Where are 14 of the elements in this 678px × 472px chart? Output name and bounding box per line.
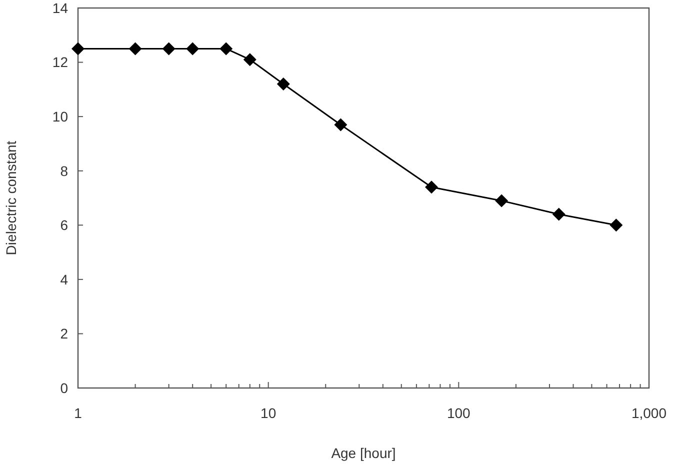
y-tick-label: 14 (52, 0, 68, 16)
y-tick-label: 0 (60, 380, 68, 396)
y-tick-label: 10 (52, 108, 68, 124)
x-axis-title: Age [hour] (331, 445, 396, 461)
y-tick-label: 4 (60, 271, 68, 288)
y-tick-label: 12 (52, 54, 68, 70)
y-tick-label: 8 (60, 162, 68, 179)
y-tick-label: 2 (60, 326, 68, 342)
y-tick-label: 6 (60, 217, 68, 234)
x-tick-label: 100 (446, 405, 471, 421)
x-tick-label: 10 (260, 405, 276, 421)
x-tick-label: 1,000 (631, 405, 667, 421)
x-tick-label: 1 (74, 405, 82, 421)
y-axis-title: Dielectric constant (3, 140, 19, 256)
